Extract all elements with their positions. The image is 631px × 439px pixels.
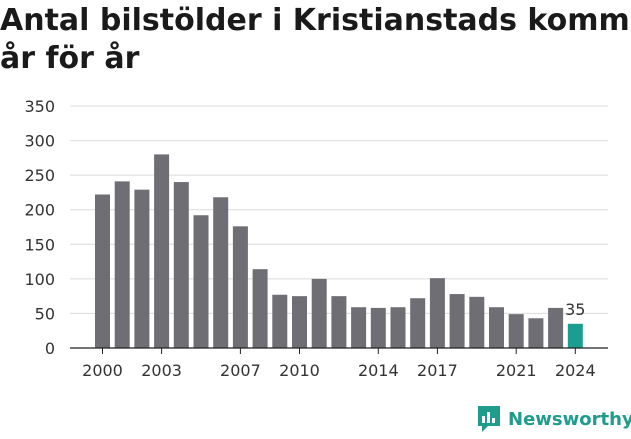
- chart-title: Antal bilstölder i Kristianstads kommun …: [0, 2, 631, 78]
- newsworthy-icon: [478, 406, 500, 432]
- gridlines: [70, 105, 608, 314]
- bar-2013: [351, 307, 367, 348]
- bar-2006: [213, 197, 229, 348]
- y-tick-label-50: 50: [35, 304, 55, 323]
- bar-2005: [193, 215, 209, 348]
- bar-2019: [469, 296, 485, 348]
- bar-2002: [134, 189, 150, 348]
- bar-2000: [95, 194, 110, 348]
- x-tick-label-2017: 2017: [417, 361, 458, 380]
- bar-2011: [311, 278, 327, 348]
- bar-2020: [489, 307, 504, 348]
- bar-2014: [370, 307, 386, 348]
- x-tick-label-2014: 2014: [358, 361, 399, 380]
- chart-title-line1: Antal bilstölder i Kristianstads kommun: [0, 3, 631, 38]
- bar-2008: [252, 269, 268, 348]
- bar-2023: [548, 307, 564, 348]
- x-tick-label-2000: 2000: [82, 361, 123, 380]
- bar-2007: [232, 226, 248, 348]
- y-tick-label-100: 100: [24, 270, 55, 289]
- bars: [70, 154, 608, 349]
- bar-2018: [449, 294, 465, 348]
- bar-2009: [272, 294, 288, 348]
- y-tick-label-300: 300: [24, 132, 55, 151]
- bar-2022: [528, 318, 544, 348]
- y-tick-label-350: 350: [24, 97, 55, 116]
- bar-2015: [390, 307, 406, 348]
- bar-2001: [114, 181, 130, 348]
- data-label-2024: 35: [565, 300, 585, 319]
- data-labels: 35: [565, 300, 585, 319]
- x-axis-ticks: 2000 2003 2007 2010 2014 2017 2021 2024: [82, 348, 596, 380]
- x-tick-label-2010: 2010: [279, 361, 320, 380]
- bar-2024: [567, 323, 583, 348]
- chart-title-line2: år för år: [0, 41, 140, 76]
- newsworthy-logo: Newsworthy: [476, 404, 631, 434]
- bar-2010: [292, 296, 307, 348]
- x-tick-label-2007: 2007: [220, 361, 261, 380]
- y-tick-label-200: 200: [24, 201, 55, 220]
- bar-2003: [154, 154, 170, 348]
- bar-2017: [429, 278, 445, 348]
- brand-name: Newsworthy: [508, 408, 631, 430]
- x-tick-label-2003: 2003: [141, 361, 182, 380]
- x-tick-label-2024: 2024: [555, 361, 596, 380]
- y-tick-label-250: 250: [24, 166, 55, 185]
- bar-2021: [508, 314, 524, 348]
- x-tick-label-2021: 2021: [496, 361, 537, 380]
- y-tick-label-150: 150: [24, 235, 55, 254]
- bar-2016: [410, 298, 426, 348]
- bar-2012: [331, 296, 347, 348]
- bar-2004: [173, 182, 189, 348]
- y-tick-label-0: 0: [45, 339, 55, 358]
- y-axis-tick-labels: 0 50 100 150 200 250 300 350: [24, 97, 55, 358]
